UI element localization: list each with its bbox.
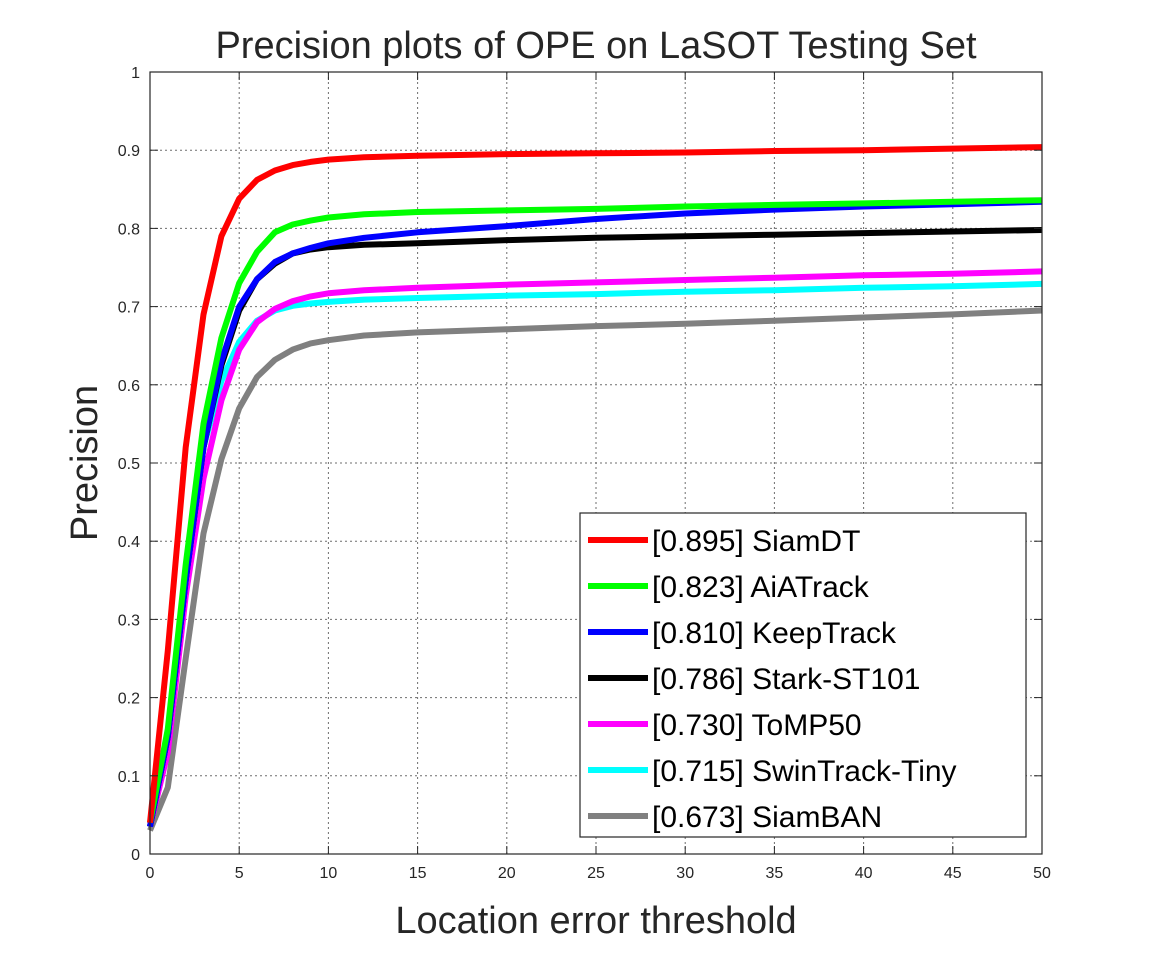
y-tick-label: 0.1 (118, 769, 140, 786)
legend: [0.895] SiamDT [0.823] AiATrack [0.810] Ke… (579, 512, 1027, 838)
series-line-siamban (147, 307, 1043, 832)
series-line-tomp50 (147, 268, 1043, 828)
legend-label-aiatrack: [0.823] AiATrack (652, 571, 870, 604)
x-tick-label: 15 (409, 865, 427, 882)
y-tick-label: 0.9 (118, 143, 140, 160)
series-line-aiatrack (147, 197, 1043, 824)
y-tick-label: 0 (131, 847, 140, 864)
x-tick-label: 45 (944, 865, 962, 882)
x-tick-label: 5 (235, 865, 244, 882)
x-tick-label: 50 (1033, 865, 1051, 882)
x-tick-label: 25 (587, 865, 605, 882)
legend-label-keeptrack: [0.810] KeepTrack (652, 617, 897, 650)
x-tick-label: 0 (146, 865, 155, 882)
y-tick-label: 0.2 (118, 691, 140, 708)
series-lines (147, 144, 1043, 832)
series-line-keeptrack (147, 198, 1043, 828)
y-tick-label: 0.5 (118, 456, 140, 473)
legend-label-tomp50: [0.730] ToMP50 (652, 709, 862, 742)
series-line-siamdt (147, 144, 1043, 824)
y-tick-label: 0.4 (118, 534, 140, 551)
legend-label-stark-st101: [0.786] Stark-ST101 (652, 663, 920, 696)
x-axis-label: Location error threshold (395, 900, 796, 942)
x-tick-label: 20 (498, 865, 516, 882)
y-tick-label: 0.6 (118, 378, 140, 395)
y-tick-label: 1 (131, 65, 140, 82)
y-tick-label: 0.3 (118, 612, 140, 629)
y-tick-label: 0.8 (118, 221, 140, 238)
legend-label-swintrack-tiny: [0.715] SwinTrack-Tiny (652, 755, 957, 788)
legend-label-siamdt: [0.895] SiamDT (652, 525, 860, 558)
chart-title: Precision plots of OPE on LaSOT Testing … (215, 25, 977, 67)
legend-box (579, 512, 1027, 838)
legend-label-siamban: [0.673] SiamBAN (652, 801, 882, 834)
x-tick-label: 35 (766, 865, 784, 882)
x-tick-label: 30 (676, 865, 694, 882)
y-axis-label: Precision (64, 385, 106, 541)
y-tick-label: 0.7 (118, 300, 140, 317)
x-tick-label: 10 (320, 865, 338, 882)
x-tick-label: 40 (855, 865, 873, 882)
axis-ticks: 0 5 10 15 20 25 30 35 40 45 50 0 0.1 0.2 0.3 0.4 0.5 0.6 0… (118, 65, 1051, 882)
